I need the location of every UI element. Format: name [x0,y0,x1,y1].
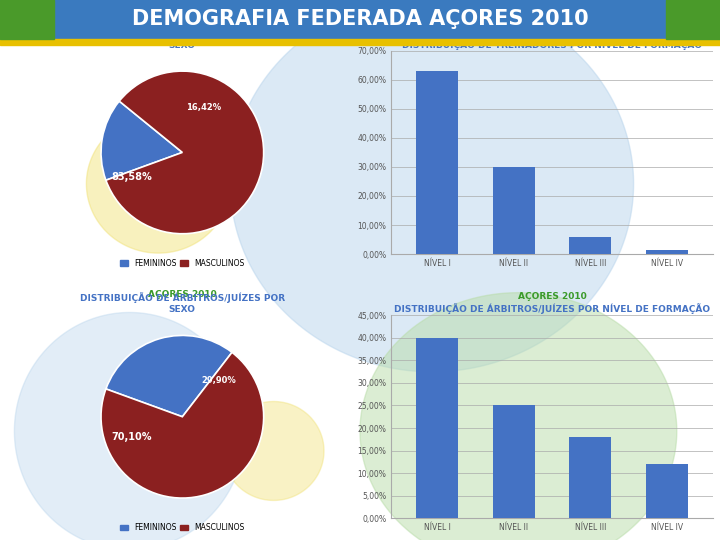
Polygon shape [223,402,324,501]
Title: DISTRIBUIÇÃO DE ÁRBITROS/JUÍZES POR
SEXO: DISTRIBUIÇÃO DE ÁRBITROS/JUÍZES POR SEXO [80,292,285,314]
Legend: FEMININOS, MASCULINOS: FEMININOS, MASCULINOS [117,520,248,535]
Text: AÇORES 2010: AÇORES 2010 [518,292,586,301]
Text: 16,42%: 16,42% [186,103,222,112]
Title: DISTRIBUIÇÃO DE TREINADORES POR
SEXO: DISTRIBUIÇÃO DE TREINADORES POR SEXO [88,28,277,50]
Polygon shape [230,0,634,372]
Wedge shape [101,352,264,498]
Wedge shape [101,101,182,180]
Bar [492,167,535,254]
Text: AÇORES 2010: AÇORES 2010 [148,290,217,299]
Text: 83,58%: 83,58% [111,172,152,182]
Bar [492,406,535,518]
Polygon shape [360,293,677,540]
Title: DISTRIBUIÇÃO DE ÁRBITROS/JUÍZES POR NÍVEL DE FORMAÇÃO: DISTRIBUIÇÃO DE ÁRBITROS/JUÍZES POR NÍVE… [394,303,710,314]
Polygon shape [14,313,245,540]
Bar [646,249,688,254]
Title: DISTRIBUIÇÃO DE TREINADORES POR NÍVEL DE FORMAÇÃO: DISTRIBUIÇÃO DE TREINADORES POR NÍVEL DE… [402,39,702,50]
Text: 29,90%: 29,90% [202,376,236,384]
Bar [570,437,611,518]
Bar [416,338,459,518]
Text: AÇORES 2010: AÇORES 2010 [518,28,586,37]
Legend: FEMININOS, MASCULINOS: FEMININOS, MASCULINOS [117,255,248,271]
Wedge shape [106,71,264,234]
Bar [416,71,459,254]
Text: 70,10%: 70,10% [112,432,152,442]
Text: DEMOGRAFIA FEDERADA AÇORES 2010: DEMOGRAFIA FEDERADA AÇORES 2010 [132,9,588,30]
Polygon shape [86,114,230,253]
Bar [570,237,611,254]
Wedge shape [106,335,232,417]
Text: AÇORES 2010: AÇORES 2010 [148,25,217,35]
Bar [646,464,688,518]
